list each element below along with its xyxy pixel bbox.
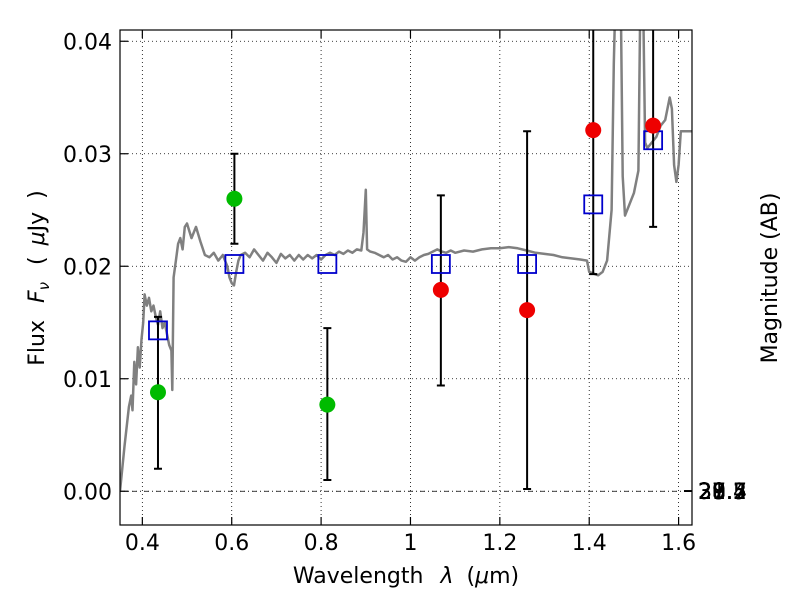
red-point xyxy=(519,302,536,319)
y-tick-label: 0.00 xyxy=(63,480,112,505)
green-point xyxy=(149,384,166,401)
x-axis-label-mu: μ xyxy=(474,564,489,589)
model-square xyxy=(317,254,338,274)
x-axis-label-symbol: λ xyxy=(439,564,453,589)
observed-points xyxy=(149,117,662,413)
x-axis-label-open: ( xyxy=(466,564,475,589)
y-axis-label-word: Flux xyxy=(25,320,50,366)
model-square xyxy=(583,194,604,215)
plot-background xyxy=(120,30,692,525)
x-tick-label: 1.4 xyxy=(572,531,607,556)
y-axis-label-open: ( xyxy=(25,256,50,265)
green-point xyxy=(226,190,243,207)
y-axis-label: Flux Fν ( μJy ) xyxy=(25,190,55,365)
y-axis-label-subscript: ν xyxy=(35,282,53,290)
y-axis-label-symbol: F xyxy=(25,290,50,303)
y2-axis-label: Magnitude (AB) xyxy=(758,193,783,364)
y2-tick-label: 27.5 xyxy=(698,480,747,505)
model-square xyxy=(224,254,245,274)
x-tick-label: 1.2 xyxy=(482,531,517,556)
x-tick-label: 0.4 xyxy=(125,531,160,556)
red-point xyxy=(585,122,602,139)
plot-frame xyxy=(119,29,693,526)
x-axis-label-word: Wavelength xyxy=(293,564,424,589)
template-spectrum-line xyxy=(120,30,692,492)
green-point xyxy=(319,396,336,413)
y2-tick-label: 29.5 xyxy=(698,480,747,505)
model-square xyxy=(430,254,451,274)
y2-tick-label: 28 xyxy=(698,480,726,505)
y2-tick-label: 28.5 xyxy=(698,480,747,505)
model-square xyxy=(517,254,538,274)
x-tick-label: 1 xyxy=(403,531,417,556)
y-tick-label: 0.03 xyxy=(63,143,112,168)
y2-tick-label: 27.7 xyxy=(698,480,747,505)
model-points xyxy=(148,130,664,341)
red-point xyxy=(645,117,662,134)
red-point xyxy=(432,281,449,298)
x-axis-label: Wavelength λ (μm) xyxy=(293,564,519,589)
y-axis-label-close: ) xyxy=(25,190,50,199)
y2-tick-label: 30 xyxy=(698,480,726,505)
y-tick-label: 0.02 xyxy=(63,255,112,280)
x-axis-label-unit: m) xyxy=(489,564,519,589)
y-axis-label-unit: Jy xyxy=(25,212,50,234)
y2-tick-label: 31 xyxy=(698,480,726,505)
x-tick-label: 0.8 xyxy=(304,531,339,556)
model-square xyxy=(148,320,168,341)
x-tick-label: 0.6 xyxy=(214,531,249,556)
y2-tick-label: 27.4 xyxy=(698,480,747,505)
y-axis-label-mu: μ xyxy=(25,231,50,246)
axis-ticks: 0.4 0.6 0.8 1 1.2 1.4 1.6 0.00 0.01 0.02 0.03 0.04 2… xyxy=(63,30,747,556)
y2-tick-label: 29 xyxy=(698,480,726,505)
y-tick-label: 0.01 xyxy=(63,368,112,393)
x-tick-label: 1.6 xyxy=(661,531,696,556)
y-tick-label: 0.04 xyxy=(63,30,112,55)
y2-tick-label: 28.2 xyxy=(698,480,747,505)
